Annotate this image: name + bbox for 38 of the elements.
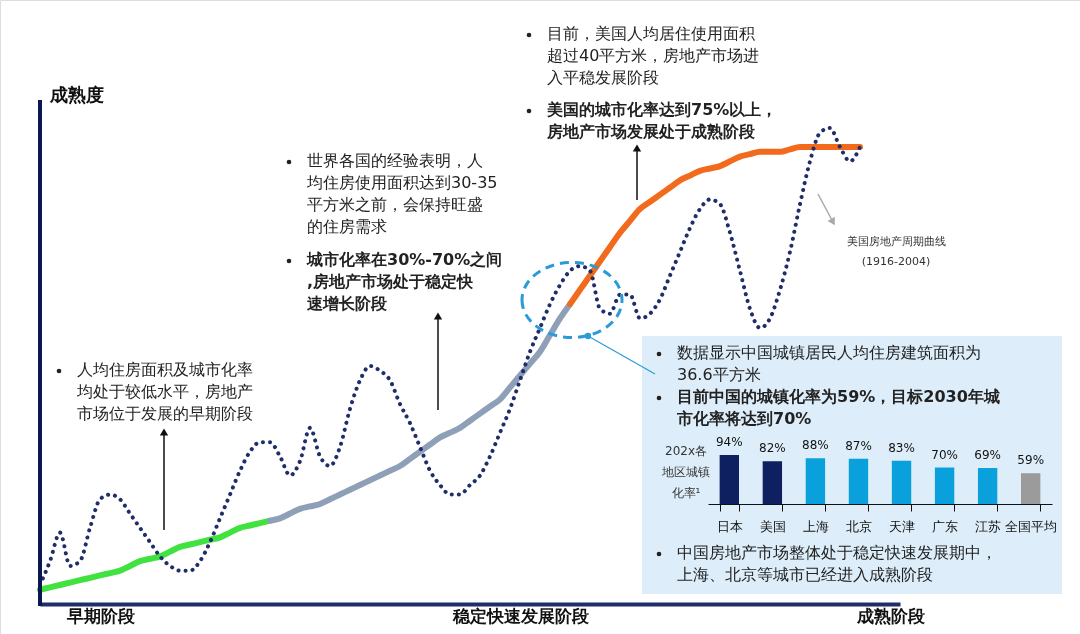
annotation: 人均住房面积及城市化率均处于较低水平，房地产市场位于发展的早期阶段 xyxy=(76,360,253,423)
annotation: 目前中国的城镇化率为59%，目标2030年城市化率将达到70% xyxy=(676,387,1000,428)
bar xyxy=(1021,473,1041,504)
annotation: 数据显示中国城镇居民人均住房建筑面积为36.6平方米 xyxy=(677,343,981,384)
annotation: 中国房地产市场整体处于稳定快速发展期中，上海、北京等城市已经进入成熟阶段 xyxy=(677,543,997,584)
data-label: 94% xyxy=(715,435,743,449)
bar xyxy=(805,458,826,504)
x-tick-label: 早期阶段 xyxy=(65,605,136,626)
annotation: 世界各国的经验表明，人均住房使用面积达到30-35平方米之前，会保持旺盛的住房需求 xyxy=(306,151,498,236)
x-tick-label: 稳定快速发展阶段 xyxy=(451,605,590,626)
x-tick-label: 江苏 xyxy=(975,518,1002,534)
bar xyxy=(762,461,783,504)
data-label: 70% xyxy=(931,447,958,462)
x-tick-label: 成熟阶段 xyxy=(855,605,926,626)
x-tick-label: 天津 xyxy=(889,518,916,534)
data-label: 87% xyxy=(845,438,872,453)
x-tick-label: 上海 xyxy=(802,518,829,534)
text: 目前，美国人均居住使用面积超过40平方米，房地产市场进入平稳发展阶段 xyxy=(547,24,760,87)
data-label: 69% xyxy=(974,448,1001,463)
y-axis-title: 202x各地区城镇化率¹ xyxy=(661,444,710,500)
annotation: 美国的城市化率达到75%以上，房地产市场发展处于成熟阶段 xyxy=(546,100,778,141)
x-tick-label: 北京 xyxy=(845,518,872,534)
text: 美国房地产周期曲线 (1916-2004) xyxy=(846,235,946,268)
x-tick-label: 广东 xyxy=(932,518,959,534)
bar xyxy=(934,467,955,504)
annotation: 城市化率在30%-70%之间,房地产市场处于稳定快速增长阶段 xyxy=(306,250,503,313)
y-axis-title: 成熟度 xyxy=(49,84,104,105)
bar xyxy=(719,455,739,504)
bar xyxy=(977,468,998,504)
bar xyxy=(891,460,912,504)
x-tick-label: 日本 xyxy=(716,518,743,534)
data-label: 83% xyxy=(888,440,915,455)
x-tick-label: 全国平均 xyxy=(1005,518,1058,534)
data-label: 59% xyxy=(1017,453,1045,468)
data-label: 88% xyxy=(802,438,829,453)
x-tick-label: 美国 xyxy=(759,518,786,534)
bar xyxy=(848,458,869,504)
data-label: 82% xyxy=(759,441,786,456)
